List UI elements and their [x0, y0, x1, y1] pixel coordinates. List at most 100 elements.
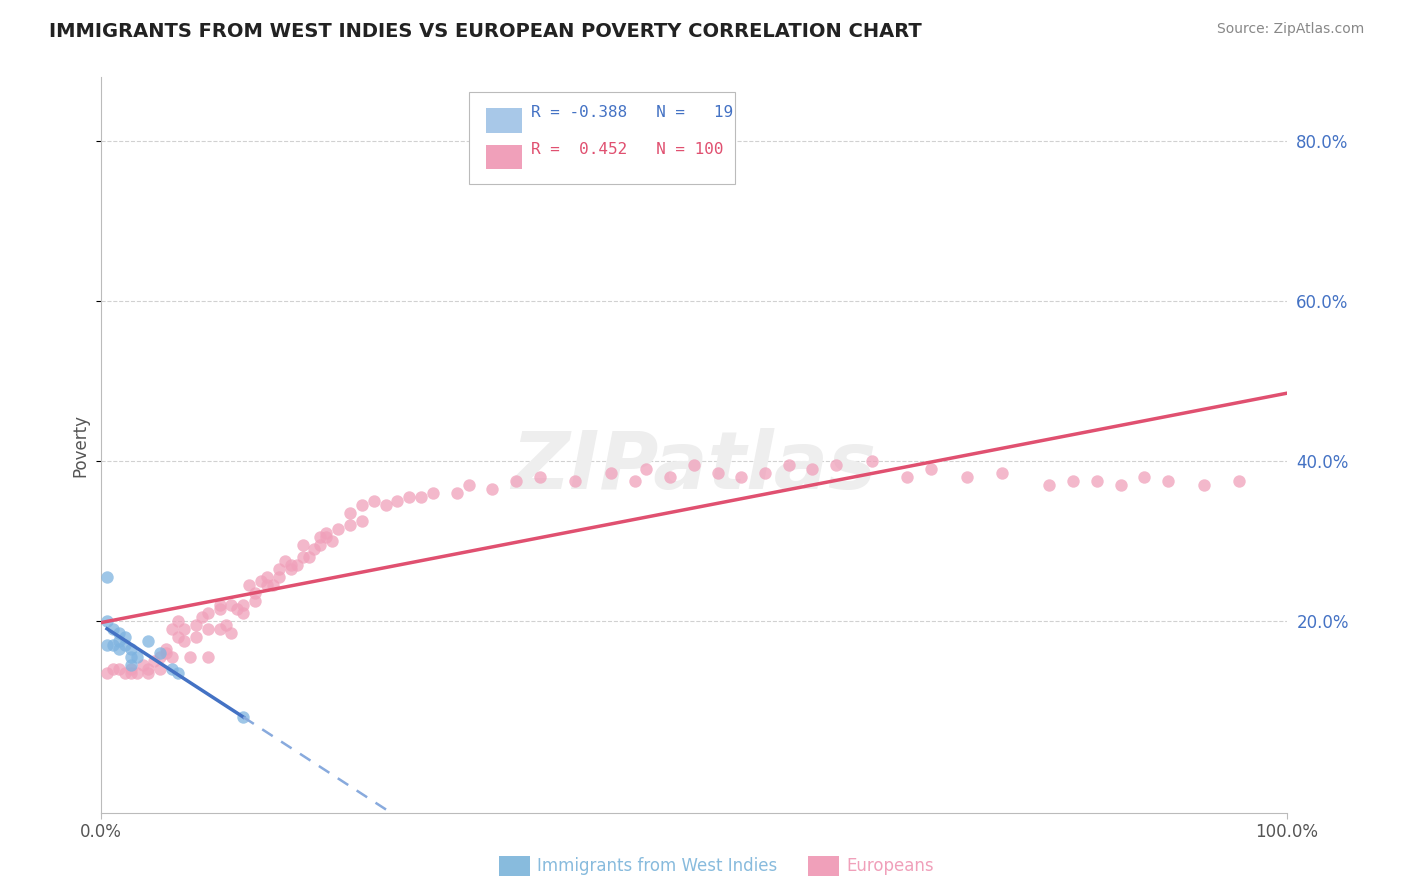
- Point: [309, 530, 332, 544]
- Point: [280, 558, 302, 573]
- Point: [149, 650, 172, 665]
- Point: [599, 466, 621, 480]
- Point: [238, 578, 260, 592]
- Point: [232, 606, 254, 620]
- Point: [232, 598, 254, 612]
- Point: [339, 518, 361, 533]
- Point: [1157, 474, 1180, 488]
- Point: [245, 594, 267, 608]
- Text: Immigrants from West Indies: Immigrants from West Indies: [537, 857, 778, 875]
- Point: [138, 662, 160, 676]
- Text: IMMIGRANTS FROM WEST INDIES VS EUROPEAN POVERTY CORRELATION CHART: IMMIGRANTS FROM WEST INDIES VS EUROPEAN …: [49, 22, 922, 41]
- Point: [250, 574, 273, 588]
- Point: [197, 650, 219, 665]
- Point: [167, 630, 190, 644]
- Point: [101, 638, 124, 652]
- Point: [191, 610, 214, 624]
- Point: [208, 602, 231, 616]
- Point: [125, 650, 148, 665]
- Point: [120, 658, 142, 673]
- Point: [505, 474, 527, 488]
- Point: [706, 466, 728, 480]
- Point: [304, 542, 326, 557]
- Point: [1227, 474, 1250, 488]
- Point: [208, 622, 231, 636]
- Point: [328, 522, 350, 536]
- Point: [96, 570, 118, 584]
- Point: [108, 662, 131, 676]
- Point: [920, 462, 942, 476]
- Point: [160, 622, 183, 636]
- Point: [297, 550, 319, 565]
- Point: [114, 638, 136, 652]
- Point: [682, 458, 704, 472]
- Point: [101, 622, 124, 636]
- Point: [96, 638, 118, 652]
- Point: [101, 662, 124, 676]
- Point: [155, 642, 177, 657]
- Point: [96, 665, 118, 680]
- Point: [564, 474, 586, 488]
- Point: [778, 458, 800, 472]
- Point: [120, 662, 142, 676]
- FancyBboxPatch shape: [468, 92, 735, 184]
- Point: [1062, 474, 1084, 488]
- Point: [754, 466, 776, 480]
- Point: [446, 486, 468, 500]
- Point: [108, 634, 131, 648]
- Point: [114, 630, 136, 644]
- Point: [1038, 478, 1060, 492]
- Bar: [486, 108, 522, 133]
- Point: [315, 530, 337, 544]
- Point: [730, 470, 752, 484]
- Point: [481, 482, 503, 496]
- Point: [285, 558, 308, 573]
- Point: [256, 570, 278, 584]
- Point: [226, 602, 249, 616]
- Point: [991, 466, 1014, 480]
- Point: [184, 618, 207, 632]
- Point: [1109, 478, 1132, 492]
- Point: [825, 458, 848, 472]
- Point: [197, 606, 219, 620]
- Point: [173, 634, 195, 648]
- Text: Europeans: Europeans: [846, 857, 934, 875]
- Point: [120, 665, 142, 680]
- Point: [274, 554, 297, 568]
- Point: [398, 490, 420, 504]
- Point: [1133, 470, 1156, 484]
- Point: [143, 654, 166, 668]
- Point: [179, 650, 201, 665]
- Text: ZIPatlas: ZIPatlas: [512, 428, 876, 507]
- Point: [529, 470, 551, 484]
- Point: [262, 578, 284, 592]
- Point: [267, 562, 290, 576]
- Point: [214, 618, 236, 632]
- Point: [321, 534, 343, 549]
- Point: [350, 514, 373, 528]
- Point: [1085, 474, 1108, 488]
- Text: Source: ZipAtlas.com: Source: ZipAtlas.com: [1216, 22, 1364, 37]
- Point: [108, 626, 131, 640]
- Point: [131, 658, 153, 673]
- Point: [221, 626, 243, 640]
- Point: [896, 470, 918, 484]
- Point: [208, 598, 231, 612]
- Point: [422, 486, 444, 500]
- Point: [138, 634, 160, 648]
- Text: R =  0.452   N = 100: R = 0.452 N = 100: [531, 142, 724, 157]
- Point: [387, 494, 409, 508]
- Bar: [486, 145, 522, 169]
- Point: [155, 646, 177, 660]
- Point: [457, 478, 479, 492]
- Point: [197, 622, 219, 636]
- Point: [350, 498, 373, 512]
- Point: [120, 650, 142, 665]
- Point: [96, 614, 118, 628]
- Point: [955, 470, 977, 484]
- Point: [167, 665, 190, 680]
- Point: [173, 622, 195, 636]
- Point: [363, 494, 385, 508]
- Point: [167, 614, 190, 628]
- Point: [125, 665, 148, 680]
